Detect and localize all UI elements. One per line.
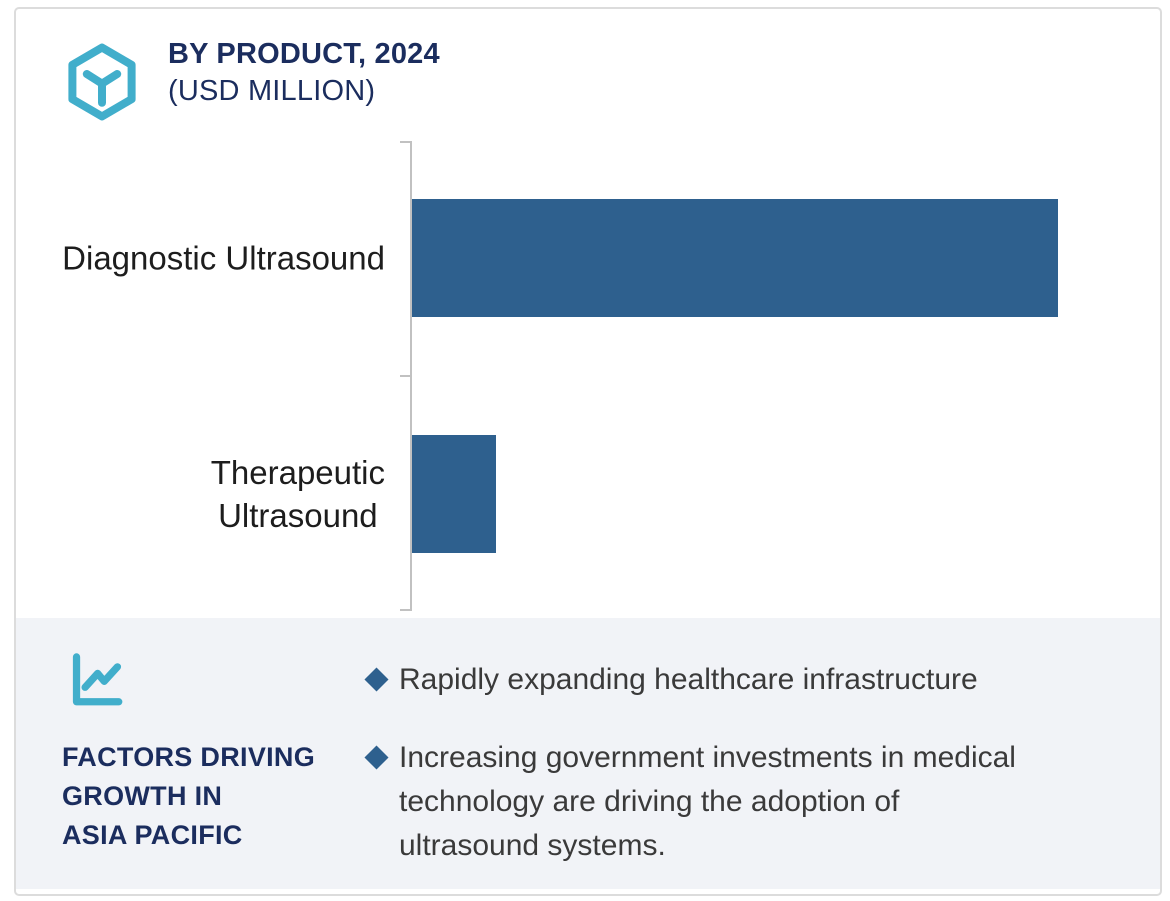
chart-subtitle: (USD MILLION) [168,75,376,107]
plot-area [412,9,1160,618]
bullet-text: Increasing government investments in med… [399,741,1016,862]
infographic-frame: BY PRODUCT, 2024 (USD MILLION) Diagnosti… [14,7,1162,896]
diamond-bullet-icon [364,667,389,692]
factors-bullet-list: Rapidly expanding healthcare infrastruct… [364,658,1148,868]
chart-title-block: BY PRODUCT, 2024 (USD MILLION) [168,36,440,110]
bar-diagnostic-ultrasound [412,199,1058,317]
bullet-item: Rapidly expanding healthcare infrastruct… [364,658,1148,702]
category-label-diagnostic-ultrasound: Diagnostic Ultrasound [62,239,385,277]
bullet-text: Rapidly expanding healthcare infrastruct… [399,663,978,696]
cube-hexagon-icon [68,43,136,121]
factors-heading: FACTORS DRIVING GROWTH IN ASIA PACIFIC [62,742,316,850]
axis-tick [400,141,411,143]
bullet-item: Increasing government investments in med… [364,736,1148,868]
axis-tick [400,609,411,611]
line-chart-icon [72,653,123,706]
category-axis-line [410,141,412,611]
factors-panel: FACTORS DRIVING GROWTH IN ASIA PACIFIC R… [16,618,1160,889]
diamond-bullet-icon [364,745,389,770]
chart-title: BY PRODUCT, 2024 [168,38,440,70]
category-label-therapeutic-ultrasound: Therapeutic Ultrasound [210,454,385,534]
bar-therapeutic-ultrasound [412,435,496,553]
axis-tick [400,375,411,377]
